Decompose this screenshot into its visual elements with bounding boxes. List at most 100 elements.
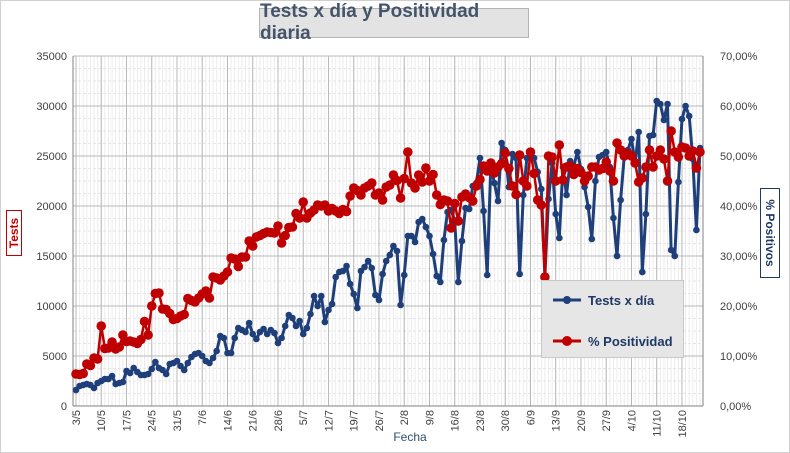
data-point-positividad [695, 147, 705, 157]
y-left-tick-label: 5000 [43, 351, 67, 363]
data-point-positividad [377, 195, 388, 205]
data-point-positividad [514, 150, 525, 160]
data-point-tests [180, 366, 188, 374]
data-point-tests [610, 214, 617, 222]
data-point-positividad [550, 176, 561, 186]
data-point-positividad [136, 334, 146, 345]
y-left-tick-label: 10000 [36, 301, 67, 313]
data-point-tests [657, 100, 664, 108]
data-point-tests [584, 203, 592, 211]
data-point-positividad [485, 158, 496, 168]
data-point-positividad [565, 161, 575, 171]
data-point-tests [455, 278, 462, 286]
data-point-positividad [341, 206, 352, 217]
data-point-tests [206, 359, 213, 367]
data-point-positividad [287, 222, 298, 232]
x-tick-label: 21/6 [248, 410, 260, 431]
data-point-tests [386, 251, 394, 259]
data-point-tests [231, 334, 239, 342]
data-point-tests [321, 318, 329, 326]
data-point-positividad [229, 254, 240, 264]
data-point-tests [552, 210, 560, 218]
data-point-tests [152, 358, 159, 366]
data-point-positividad [146, 301, 157, 311]
data-point-tests [592, 177, 599, 185]
data-point-tests [433, 272, 440, 280]
data-point-tests [274, 339, 282, 347]
y-right-tick-label: 60,00% [720, 101, 758, 113]
data-point-positividad [240, 252, 251, 262]
data-point-tests [675, 178, 682, 186]
data-point-tests [635, 128, 642, 136]
data-point-positividad [179, 309, 190, 320]
data-point-tests [476, 154, 484, 162]
data-point-positividad [96, 321, 107, 331]
x-tick-label: 26/7 [374, 410, 386, 431]
data-point-tests [332, 273, 339, 281]
data-point-positividad [680, 143, 691, 153]
data-point-positividad [482, 166, 492, 176]
data-point-positividad [467, 196, 478, 206]
data-point-tests [574, 148, 581, 156]
data-point-tests [260, 325, 267, 333]
data-point-tests [372, 291, 379, 299]
data-point-tests [628, 135, 635, 143]
y-right-tick-label: 20,00% [720, 301, 758, 313]
y-axis-right-label-text: % Positivos [763, 199, 777, 267]
data-point-tests [519, 191, 527, 199]
data-point-tests [198, 352, 206, 360]
data-point-positividad [644, 145, 655, 155]
data-point-positividad [449, 198, 460, 209]
data-point-tests [148, 365, 156, 373]
y-axis-left-label-text: Tests [7, 217, 21, 249]
data-point-tests [537, 185, 545, 193]
data-point-positividad [576, 167, 586, 178]
data-point-positividad [143, 330, 153, 340]
data-point-positividad [428, 169, 438, 180]
data-point-positividad [558, 175, 568, 185]
data-point-positividad [525, 147, 536, 157]
y-left-tick-label: 30000 [36, 101, 67, 113]
legend-positividad-marker-icon [553, 336, 581, 346]
data-point-tests [664, 100, 671, 108]
data-point-positividad [247, 241, 258, 251]
y-left-tick-label: 0 [61, 401, 67, 413]
data-point-tests [343, 262, 350, 270]
data-point-tests [227, 349, 235, 357]
data-point-tests [494, 197, 502, 205]
data-point-positividad [687, 146, 698, 156]
data-point-tests [303, 324, 311, 332]
data-point-tests [429, 250, 437, 258]
data-point-tests [667, 246, 675, 254]
data-point-positividad [608, 176, 619, 186]
data-point-positividad [421, 163, 431, 173]
data-point-tests [292, 322, 300, 330]
data-point-tests [328, 300, 336, 308]
data-point-positividad [276, 238, 287, 248]
data-point-tests [325, 306, 332, 314]
data-point-tests [678, 115, 686, 123]
data-point-tests [379, 270, 386, 278]
data-point-positividad [431, 190, 442, 200]
chart-title: Tests x día y Positividad diaria [259, 1, 529, 44]
data-point-positividad [442, 196, 453, 206]
y-axis-right-label: % Positivos [760, 188, 780, 278]
data-point-positividad [85, 360, 96, 371]
data-point-tests [613, 252, 621, 260]
data-point-tests [339, 267, 347, 275]
data-point-positividad [345, 191, 355, 201]
legend-tests-marker-icon [553, 296, 581, 304]
x-tick-label: 11/10 [652, 410, 664, 437]
data-point-positividad [475, 174, 485, 185]
x-tick-label: 4/10 [626, 410, 638, 431]
data-point-tests [126, 369, 134, 377]
x-tick-label: 16/8 [450, 410, 462, 431]
data-point-positividad [662, 176, 673, 186]
data-point-tests [296, 317, 303, 325]
data-point-tests [317, 292, 325, 300]
data-point-tests [271, 329, 278, 337]
data-point-positividad [446, 223, 456, 233]
data-point-tests [426, 232, 433, 240]
data-point-tests [281, 322, 289, 330]
